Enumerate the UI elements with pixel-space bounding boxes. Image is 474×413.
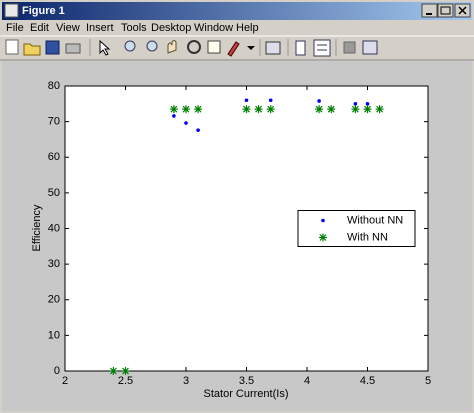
point (351, 105, 360, 114)
legend-marker (319, 233, 327, 242)
link-icon[interactable] (265, 41, 281, 55)
point (121, 367, 130, 375)
x-tick-label: 2 (62, 375, 68, 387)
point (353, 102, 358, 106)
x-tick-label: 3 (183, 375, 189, 387)
datacursor-icon[interactable] (207, 40, 221, 54)
y-tick-label: 40 (48, 222, 60, 234)
y-tick-label: 50 (48, 187, 60, 199)
y-tick-label: 30 (48, 258, 60, 270)
window-buttons[interactable] (421, 3, 471, 18)
point (375, 105, 384, 114)
menu-item[interactable]: Help (236, 22, 259, 34)
menu-item[interactable]: View (56, 22, 80, 34)
point (254, 105, 263, 114)
point (244, 98, 249, 103)
x-tick-label: 4 (304, 375, 310, 387)
toolbar (5, 39, 378, 57)
y-tick-label: 10 (48, 329, 60, 341)
menu-item[interactable]: Edit (30, 22, 49, 34)
point (363, 105, 372, 114)
point (172, 114, 176, 118)
show-tools-icon[interactable] (362, 40, 378, 55)
menu-item[interactable]: Tools (121, 22, 147, 34)
menu-bar: File Edit View Insert Tools Desktop Window Help (6, 22, 259, 34)
point (194, 105, 203, 114)
y-tick-label: 80 (48, 80, 60, 92)
legend-marker (321, 218, 325, 223)
minimize-button[interactable] (421, 3, 438, 18)
point (242, 105, 251, 114)
point (317, 99, 321, 103)
point (182, 105, 190, 114)
point (268, 98, 273, 103)
point (184, 121, 188, 125)
menu-item[interactable]: Desktop (151, 22, 191, 34)
legend-label: Without NN (347, 214, 403, 226)
print-icon[interactable] (65, 43, 81, 54)
new-icon[interactable] (5, 39, 19, 55)
point (315, 105, 324, 114)
legend-label: With NN (347, 231, 388, 243)
y-axis-label: Efficiency (31, 204, 43, 251)
colorbar-icon[interactable] (295, 40, 306, 56)
pan-icon[interactable] (167, 40, 177, 54)
point (266, 105, 275, 114)
zoom-out-icon[interactable] (146, 40, 158, 52)
x-tick-label: 3.5 (239, 375, 254, 387)
menu-item[interactable]: Window (194, 22, 233, 34)
point (109, 367, 118, 375)
save-icon[interactable] (45, 40, 60, 55)
window-title: Figure 1 (22, 5, 65, 17)
menu-item[interactable]: File (6, 22, 24, 34)
y-tick-label: 0 (54, 365, 60, 377)
point (169, 105, 178, 114)
x-axis-label: Stator Current(Is) (204, 388, 289, 400)
open-icon[interactable] (23, 43, 41, 56)
rotate-icon[interactable] (187, 40, 201, 54)
maximize-button[interactable] (437, 3, 454, 18)
y-tick-label: 20 (48, 294, 60, 306)
point (327, 105, 336, 114)
legend-box (297, 210, 416, 247)
x-tick-label: 2.5 (118, 375, 133, 387)
select-icon[interactable] (99, 39, 111, 56)
legend-icon[interactable] (313, 39, 331, 57)
brush-icon[interactable] (227, 41, 240, 57)
legend: Without NN With NN (297, 210, 416, 247)
app-icon (4, 3, 19, 18)
y-tick-label: 70 (48, 116, 60, 128)
point (196, 128, 200, 132)
title-bar (2, 2, 472, 20)
menu-item[interactable]: Insert (86, 22, 114, 34)
y-tick-label: 60 (48, 151, 60, 163)
x-tick-label: 4.5 (360, 375, 375, 387)
x-tick-label: 5 (425, 375, 431, 387)
hide-tools-icon[interactable] (343, 41, 356, 54)
point (365, 102, 370, 106)
zoom-in-icon[interactable] (124, 40, 136, 52)
